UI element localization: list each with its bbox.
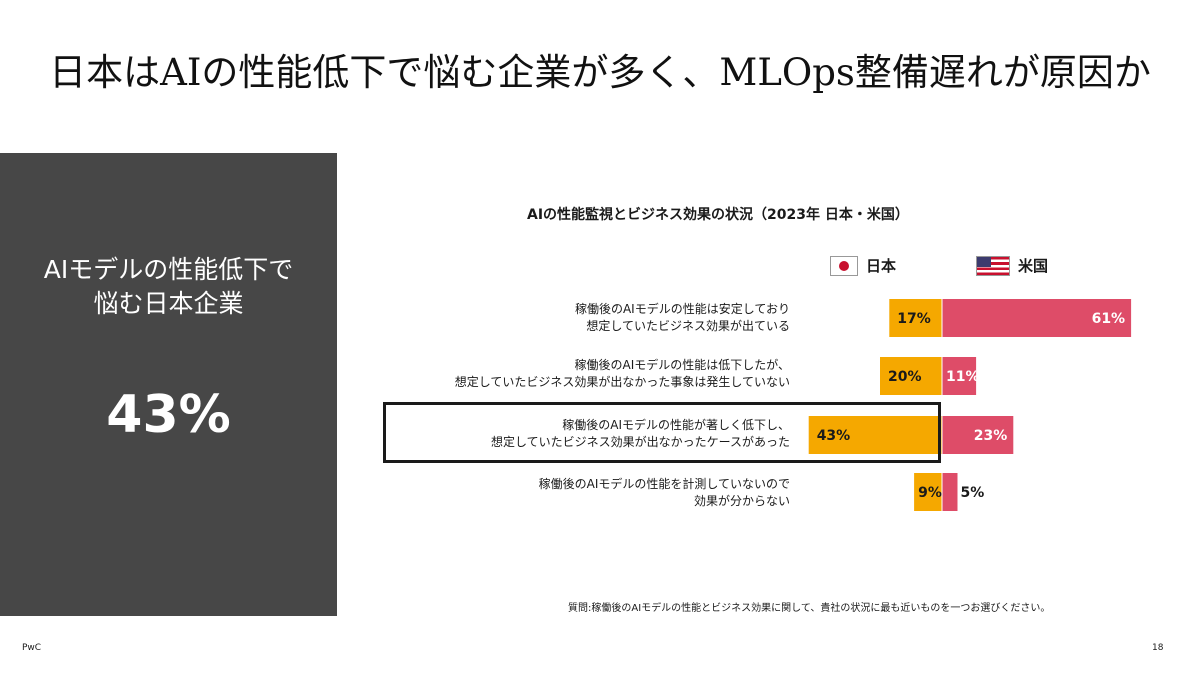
japan-bar: [889, 299, 942, 337]
legend-item-japan: 日本: [830, 255, 896, 276]
chart-title: AIの性能監視とビジネス効果の状況（2023年 日本・米国）: [527, 207, 909, 223]
usa-bar: [942, 473, 958, 511]
panel-value: 43%: [106, 385, 231, 445]
japan-bar: [808, 416, 942, 454]
category-label-line: 稼働後のAIモデルの性能は安定しており: [574, 302, 790, 316]
legend-label: 日本: [866, 257, 897, 275]
us-flag-icon: [976, 255, 1010, 276]
category-label-line: 稼働後のAIモデルの性能が著しく低下し、: [562, 418, 790, 432]
japan-bar: [880, 357, 942, 395]
category-label-line: 想定していたビジネス効果が出なかったケースがあった: [490, 435, 790, 449]
category-label: 稼働後のAIモデルの性能を計測していないので 効果が分からない: [539, 476, 790, 510]
category-label-line: 想定していたビジネス効果が出なかった事象は発生していない: [454, 375, 790, 389]
data-label-japan: 20%: [888, 369, 922, 385]
page-number: 18: [1152, 643, 1164, 653]
category-label: 稼働後のAIモデルの性能は安定しており 想定していたビジネス効果が出ている: [575, 301, 790, 335]
panel-heading: AIモデルの性能低下で 悩む日本企業: [0, 253, 337, 321]
highlight-box: [383, 402, 941, 463]
japan-flag-icon: [830, 255, 858, 276]
category-label-line: 効果が分からない: [693, 494, 790, 508]
panel-heading-line: 悩む日本企業: [93, 289, 244, 318]
page-title: 日本はAIの性能低下で悩む企業が多く、MLOps整備遅れが原因か: [49, 51, 1151, 94]
usa-bar: [942, 357, 977, 395]
data-label-usa: 23%: [974, 428, 1008, 444]
data-label-usa: 11%: [946, 369, 980, 385]
category-label: 稼働後のAIモデルの性能が著しく低下し、 想定していたビジネス効果が出なかったケ…: [491, 417, 790, 451]
japan-bar: [914, 473, 942, 511]
usa-bar: [942, 416, 1014, 454]
legend-item-usa: 米国: [976, 255, 1048, 276]
data-label-japan: 9%: [918, 485, 942, 501]
brand-label: PwC: [22, 643, 42, 653]
category-label-line: 想定していたビジネス効果が出ている: [586, 319, 790, 333]
data-label-japan: 17%: [897, 311, 931, 327]
category-label-line: 稼働後のAIモデルの性能は低下したが、: [574, 358, 790, 372]
category-label: 稼働後のAIモデルの性能は低下したが、 想定していたビジネス効果が出なかった事象…: [455, 357, 790, 391]
data-label-japan: 43%: [817, 428, 851, 444]
legend-label: 米国: [1018, 257, 1049, 275]
data-label-usa: 5%: [961, 485, 985, 501]
highlight-panel: AIモデルの性能低下で 悩む日本企業 43%: [0, 153, 337, 616]
usa-bar: [942, 299, 1132, 337]
footnote: 質問:稼働後のAIモデルの性能とビジネス効果に関して、貴社の状況に最も近いものを…: [568, 603, 1051, 614]
data-label-usa: 61%: [1092, 311, 1126, 327]
panel-heading-line: AIモデルの性能低下で: [43, 255, 294, 284]
category-label-line: 稼働後のAIモデルの性能を計測していないので: [538, 477, 790, 491]
